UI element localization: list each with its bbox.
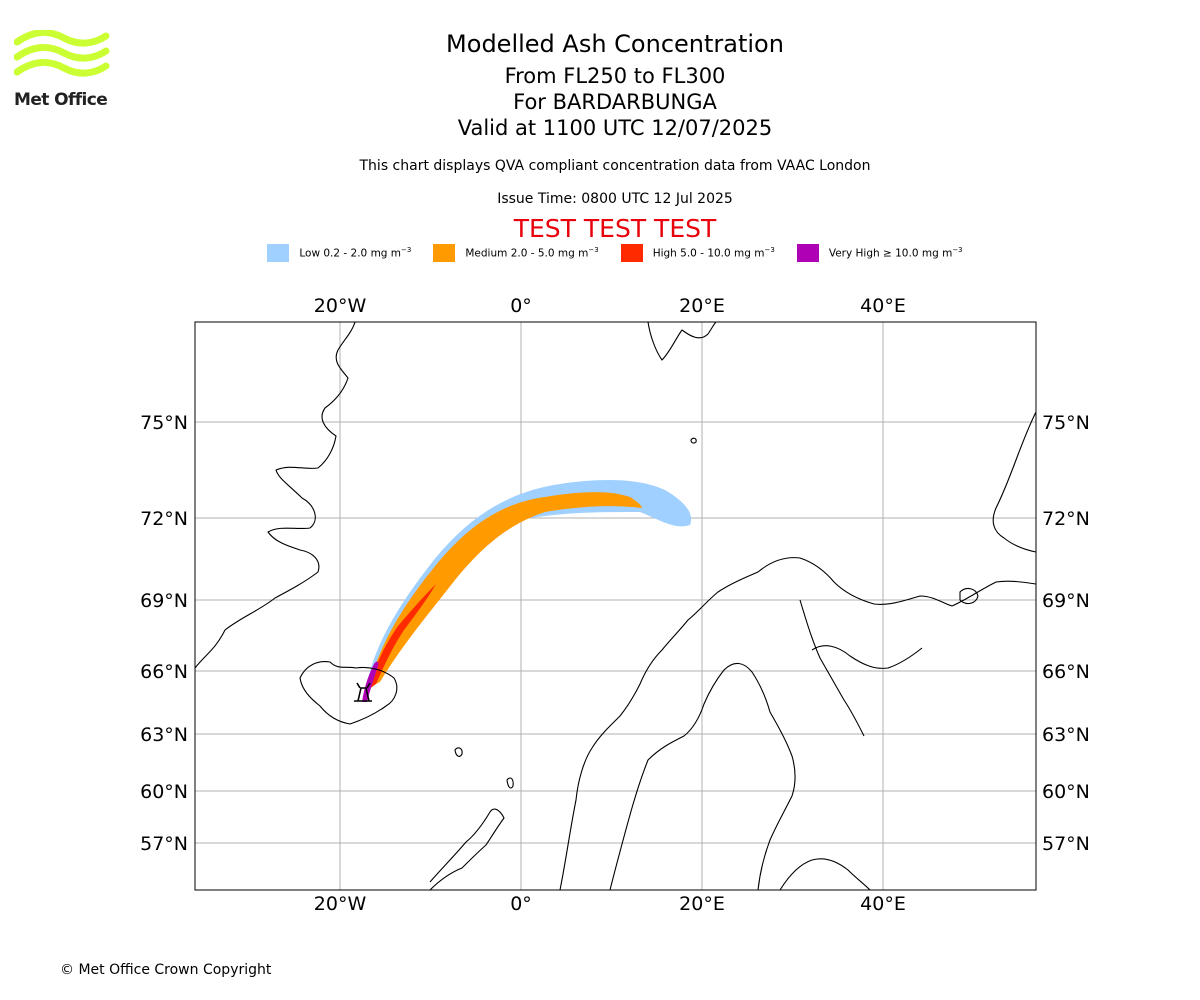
logo-wordmark: Met Office [14, 90, 108, 110]
map-frame [194, 321, 1037, 891]
coast-shetland [506, 777, 514, 789]
coast-svalbard [647, 322, 717, 361]
met-office-waves-icon [13, 29, 110, 77]
coast-greenland [195, 322, 356, 669]
lat-label-left-57n: 57°N [140, 833, 188, 855]
lat-label-left-66n: 66°N [140, 661, 188, 683]
lat-label-left-69n: 69°N [140, 590, 188, 612]
coast-bear-island [690, 437, 697, 444]
coast-faroe [454, 747, 463, 757]
legend-label-medium: Medium 2.0 - 5.0 mg m−3 [465, 246, 599, 260]
coast-iceland [299, 661, 398, 725]
lon-label-bottom-20e: 20°E [679, 893, 725, 915]
test-banner: TEST TEST TEST [513, 214, 717, 243]
lon-label-bottom-20w: 20°W [314, 893, 367, 915]
lon-label-bottom-40e: 40°E [860, 893, 906, 915]
legend-item-low: Low 0.2 - 2.0 mg m−3 [267, 244, 411, 262]
coastlines [195, 322, 1036, 890]
lat-label-left-60n: 60°N [140, 781, 188, 803]
lon-label-top-40e: 40°E [860, 295, 906, 317]
lon-labels-bottom: 20°W 0° 20°E 40°E [314, 893, 906, 915]
legend-item-high: High 5.0 - 10.0 mg m−3 [620, 244, 775, 262]
lat-labels-right: 75°N 72°N 69°N 66°N 63°N 60°N 57°N [1042, 412, 1090, 855]
volcano-icon-shape [354, 682, 372, 702]
legend-label-high: High 5.0 - 10.0 mg m−3 [652, 246, 775, 260]
map-content [195, 322, 1036, 890]
lon-label-top-0: 0° [510, 295, 532, 317]
flight-level-range: From FL250 to FL300 [504, 64, 726, 88]
lat-label-right-60n: 60°N [1042, 781, 1090, 803]
volcano-icon [354, 682, 372, 702]
ash-region-very-high [362, 661, 379, 702]
legend-item-very-high: Very High ≥ 10.0 mg m−3 [796, 244, 963, 262]
coast-gulf-of-bothnia [609, 662, 796, 890]
lat-label-right-75n: 75°N [1042, 412, 1090, 434]
chart-description: This chart displays QVA compliant concen… [359, 158, 871, 174]
chart-title: Modelled Ash Concentration [446, 30, 784, 58]
coast-scandinavia [559, 557, 1036, 890]
legend-swatch-low [267, 244, 290, 262]
lat-label-right-63n: 63°N [1042, 724, 1090, 746]
lat-labels-left: 75°N 72°N 69°N 66°N 63°N 60°N 57°N [140, 412, 188, 855]
ash-plume [362, 480, 692, 702]
issue-time: Issue Time: 0800 UTC 12 Jul 2025 [497, 191, 733, 207]
lon-labels-top: 20°W 0° 20°E 40°E [314, 295, 906, 317]
coast-kolguev [959, 587, 979, 605]
coast-finland [799, 599, 865, 737]
lat-label-right-72n: 72°N [1042, 508, 1090, 530]
lat-label-right-66n: 66°N [1042, 661, 1090, 683]
lon-label-top-20w: 20°W [314, 295, 367, 317]
coast-scotland [429, 808, 505, 890]
copyright-notice: © Met Office Crown Copyright [60, 962, 272, 978]
valid-time: Valid at 1100 UTC 12/07/2025 [457, 116, 773, 140]
coast-white-sea [811, 645, 923, 669]
lat-label-right-69n: 69°N [1042, 590, 1090, 612]
concentration-legend: Low 0.2 - 2.0 mg m−3 Medium 2.0 - 5.0 mg… [0, 244, 1200, 262]
ash-region-medium [368, 492, 642, 688]
ash-region-high [368, 584, 436, 690]
lon-label-bottom-0: 0° [510, 893, 532, 915]
lat-label-left-63n: 63°N [140, 724, 188, 746]
coast-novaya-zemlya [992, 411, 1036, 553]
lon-label-top-20e: 20°E [679, 295, 725, 317]
gridlines [195, 322, 1036, 890]
lat-label-right-57n: 57°N [1042, 833, 1090, 855]
met-office-logo: Met Office [13, 29, 110, 114]
legend-label-low: Low 0.2 - 2.0 mg m−3 [299, 246, 412, 260]
lat-label-left-72n: 72°N [140, 508, 188, 530]
legend-swatch-medium [433, 244, 456, 262]
coast-baltic [779, 858, 871, 890]
legend-swatch-very-high [796, 244, 819, 262]
legend-label-very-high: Very High ≥ 10.0 mg m−3 [828, 246, 963, 260]
lat-label-left-75n: 75°N [140, 412, 188, 434]
volcano-name: For BARDARBUNGA [513, 90, 717, 114]
legend-swatch-high [620, 244, 643, 262]
legend-item-medium: Medium 2.0 - 5.0 mg m−3 [433, 244, 599, 262]
